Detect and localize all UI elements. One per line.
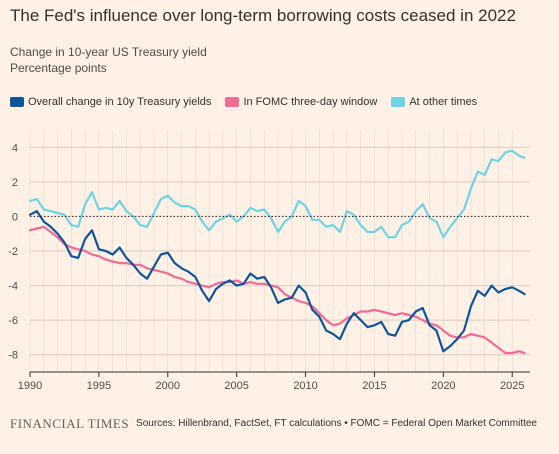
x-tick-label: 2020 [431, 380, 455, 392]
legend-label-other: At other times [409, 96, 478, 108]
y-tick-label: 4 [12, 142, 18, 154]
y-tick-label: 2 [12, 177, 18, 189]
legend-item-fomc: In FOMC three-day window [225, 96, 377, 108]
chart-legend: Overall change in 10y Treasury yields In… [10, 96, 477, 108]
y-tick-label: -4 [8, 281, 18, 293]
series-line-other [28, 149, 526, 239]
x-tick-label: 1990 [18, 380, 42, 392]
source-note: Sources: Hillenbrand, FactSet, FT calcul… [136, 418, 537, 429]
x-tick-label: 2025 [500, 380, 524, 392]
x-tick-label: 1995 [87, 380, 111, 392]
ft-logo: FINANCIAL TIMES [10, 416, 130, 431]
legend-swatch-overall [10, 97, 24, 107]
series-line-fomc [28, 225, 526, 355]
x-tick-label: 2000 [156, 380, 180, 392]
legend-item-overall: Overall change in 10y Treasury yields [10, 96, 211, 108]
legend-swatch-fomc [225, 97, 240, 107]
y-tick-label: 0 [12, 211, 18, 223]
series-line-overall [28, 210, 526, 353]
y-tick-label: -2 [8, 246, 18, 258]
chart-title: The Fed's influence over long-term borro… [10, 6, 516, 25]
subtitle-measure: Change in 10-year US Treasury yield [10, 45, 207, 59]
legend-swatch-other [391, 97, 406, 107]
chart-subtitle: Change in 10-year US Treasury yield Perc… [10, 44, 207, 76]
x-tick-label: 2005 [224, 380, 248, 392]
legend-label-fomc: In FOMC three-day window [243, 96, 378, 108]
x-tick-label: 2015 [362, 380, 386, 392]
legend-label-overall: Overall change in 10y Treasury yields [28, 96, 212, 108]
y-tick-label: -8 [8, 350, 18, 362]
x-tick-label: 2010 [293, 380, 317, 392]
legend-item-other: At other times [391, 96, 477, 108]
subtitle-unit: Percentage points [10, 61, 107, 75]
y-tick-label: -6 [8, 315, 18, 327]
